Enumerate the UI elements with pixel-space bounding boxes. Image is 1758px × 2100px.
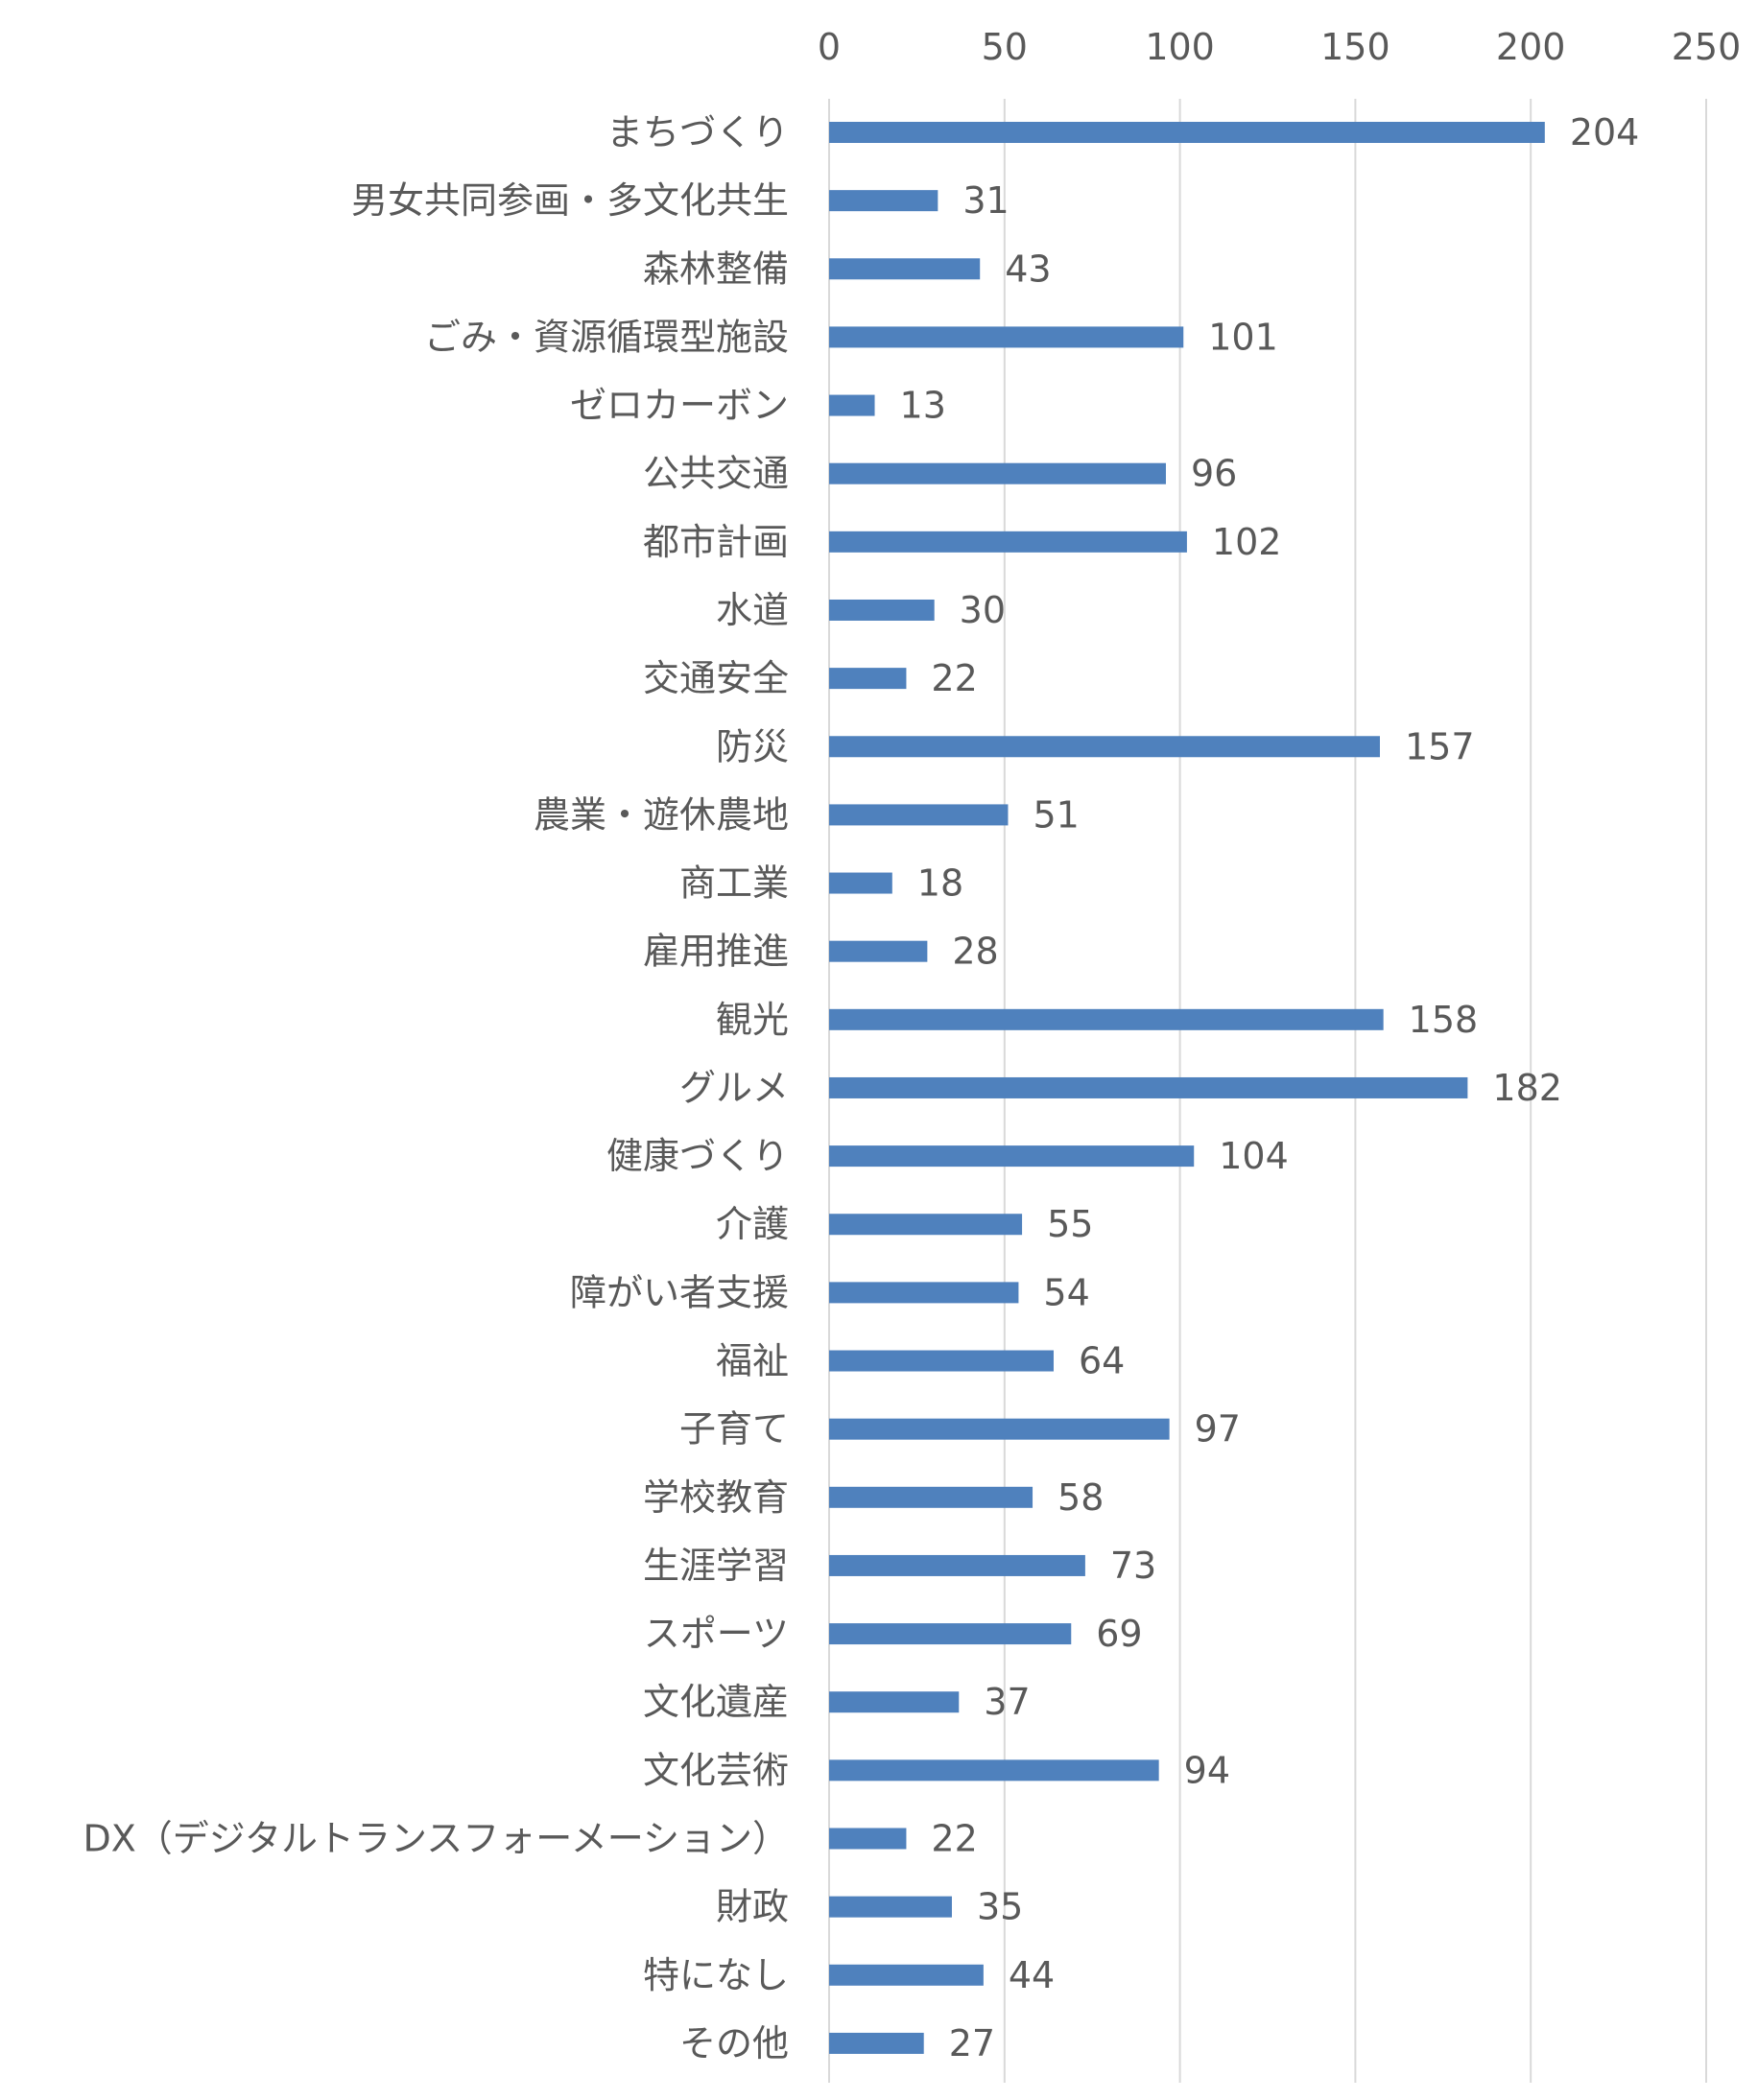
category-label: 交通安全: [643, 657, 789, 699]
data-label: 102: [1212, 521, 1282, 563]
category-label: 文化芸術: [643, 1749, 789, 1791]
category-label: 男女共同参画・多文化共生: [351, 179, 789, 222]
bar: [829, 1350, 1054, 1372]
bar: [829, 804, 1009, 826]
category-label: 森林整備: [643, 248, 789, 290]
category-label: 都市計画: [643, 521, 789, 563]
data-label: 37: [984, 1681, 1030, 1723]
data-label: 73: [1110, 1545, 1156, 1587]
category-label: 観光: [716, 999, 789, 1041]
bar: [829, 599, 935, 621]
category-label: グルメ: [679, 1067, 789, 1109]
bar: [829, 1214, 1023, 1236]
data-label: 28: [952, 931, 998, 973]
x-tick-label: 200: [1496, 26, 1566, 68]
bar: [829, 1828, 907, 1850]
bar: [829, 1486, 1033, 1508]
x-tick-label: 100: [1145, 26, 1215, 68]
bar: [829, 1691, 960, 1713]
data-label: 157: [1405, 725, 1475, 767]
bar: [829, 1076, 1468, 1098]
bar: [829, 940, 928, 962]
bar: [829, 1008, 1384, 1030]
data-label: 44: [1009, 1954, 1055, 1996]
bar: [829, 872, 892, 894]
category-label: 防災: [716, 725, 789, 767]
category-label: 子育て: [679, 1408, 789, 1451]
data-label: 27: [949, 2022, 995, 2065]
category-label: まちづくり: [606, 111, 789, 153]
bar: [829, 1759, 1159, 1781]
data-label: 54: [1043, 1271, 1089, 1313]
category-label: ごみ・資源循環型施設: [424, 316, 789, 358]
data-label: 51: [1033, 793, 1079, 836]
data-label: 69: [1096, 1613, 1142, 1655]
data-label: 64: [1079, 1340, 1125, 1382]
category-label: スポーツ: [644, 1613, 789, 1655]
bar: [829, 1623, 1072, 1645]
bars: [829, 122, 1545, 2054]
data-label: 18: [917, 862, 963, 905]
x-tick-label: 250: [1672, 26, 1742, 68]
category-label: 介護: [716, 1203, 789, 1245]
category-label: 公共交通: [643, 453, 789, 495]
category-label: 学校教育: [643, 1476, 789, 1519]
data-label: 43: [1005, 248, 1051, 290]
category-label: 福祉: [716, 1340, 789, 1382]
category-label: ゼロカーボン: [570, 385, 789, 427]
bar: [829, 326, 1184, 348]
bar: [829, 1418, 1170, 1440]
bar: [829, 1896, 952, 1918]
data-label: 58: [1057, 1476, 1104, 1519]
category-label: 農業・遊休農地: [534, 793, 789, 836]
data-label: 30: [960, 589, 1006, 631]
bar: [829, 1964, 984, 1986]
bar: [829, 668, 907, 690]
category-label: 生涯学習: [643, 1545, 789, 1587]
category-label: その他: [679, 2022, 789, 2065]
data-label: 31: [962, 179, 1009, 222]
bar: [829, 1554, 1085, 1576]
data-label: 104: [1219, 1135, 1289, 1177]
bar: [829, 394, 875, 416]
category-label: 水道: [716, 589, 789, 631]
bar: [829, 1145, 1195, 1168]
bar: [829, 531, 1187, 553]
bar: [829, 1282, 1019, 1304]
category-label: 特になし: [643, 1954, 789, 1996]
x-tick-label: 50: [982, 26, 1028, 68]
data-label: 22: [931, 1818, 977, 1860]
data-label: 35: [977, 1886, 1023, 1928]
category-label: 雇用推進: [643, 931, 789, 973]
x-tick-label: 150: [1320, 26, 1390, 68]
data-label: 158: [1409, 999, 1479, 1041]
bar: [829, 190, 938, 212]
x-tick-label: 0: [818, 26, 841, 68]
x-axis-ticks: 0 50 100 150 200 250: [818, 26, 1741, 68]
data-label: 22: [931, 657, 977, 699]
data-label: 101: [1208, 316, 1278, 358]
category-label: 障がい者支援: [570, 1271, 789, 1313]
bar: [829, 462, 1166, 484]
data-label: 97: [1195, 1408, 1241, 1451]
category-label: DX（デジタルトランスフォーメーション）: [83, 1818, 790, 1860]
data-label: 204: [1570, 111, 1640, 153]
bar: [829, 258, 981, 280]
data-label: 96: [1191, 453, 1237, 495]
data-label: 55: [1047, 1203, 1093, 1245]
data-label: 94: [1184, 1749, 1230, 1791]
bar: [829, 2032, 924, 2054]
category-label: 財政: [716, 1886, 789, 1928]
data-label: 182: [1492, 1067, 1562, 1109]
category-label: 健康づくり: [606, 1135, 789, 1177]
category-labels: まちづくり男女共同参画・多文化共生森林整備ごみ・資源循環型施設ゼロカーボン公共交…: [83, 111, 790, 2065]
data-labels: 204 31 43 101 13 96 102 30 22 157 51 18 28 158 182 104 5…: [900, 111, 1640, 2065]
category-label: 文化遺産: [643, 1681, 789, 1723]
bar: [829, 736, 1380, 758]
category-label: 商工業: [679, 862, 789, 905]
data-label: 13: [900, 385, 946, 427]
bar: [829, 122, 1545, 143]
